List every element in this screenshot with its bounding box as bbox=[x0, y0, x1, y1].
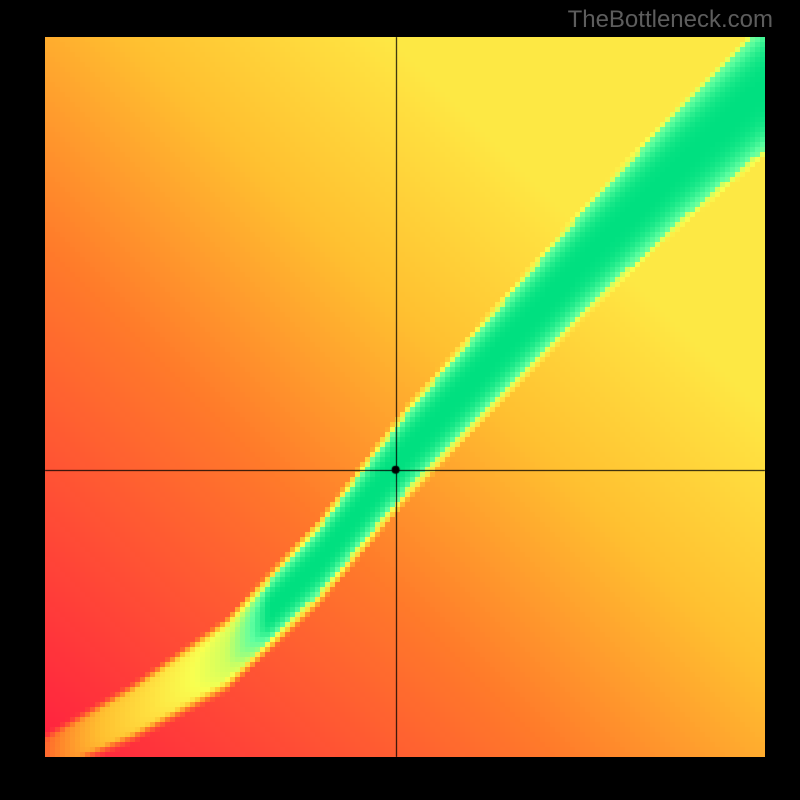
crosshair-overlay bbox=[0, 0, 800, 800]
chart-container: TheBottleneck.com bbox=[0, 0, 800, 800]
watermark-text: TheBottleneck.com bbox=[568, 6, 773, 34]
